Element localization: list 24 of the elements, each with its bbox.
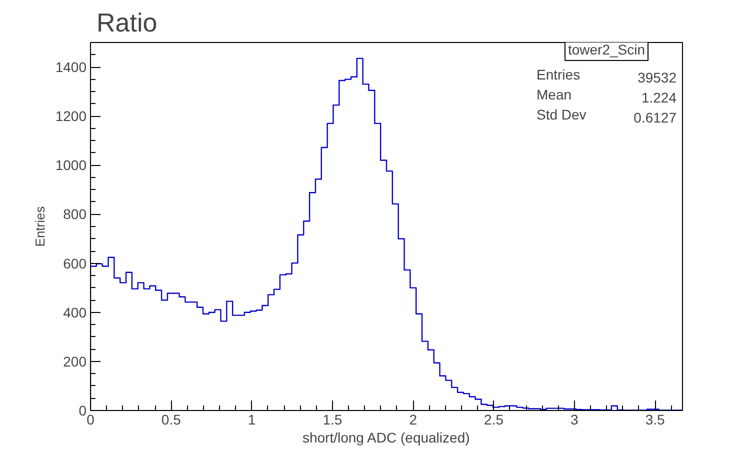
y-tick-label: 1000 [55, 157, 87, 174]
annotation: Entries [536, 66, 580, 82]
annotation: tower2_Scin [568, 42, 646, 58]
x-tick-label: 0.5 [161, 412, 182, 428]
x-tick-label: 1.5 [322, 412, 342, 428]
x-tick-label: 3.5 [645, 412, 666, 428]
annotation: 1.224 [641, 90, 677, 106]
annotation: 0.6127 [634, 110, 677, 126]
annotation: Mean [536, 86, 572, 102]
chart-title: Ratio [96, 8, 158, 38]
x-axis-title: short/long ADC (equalized) [302, 430, 470, 446]
y-tick-label: 800 [63, 206, 87, 222]
x-tick-label: 2 [409, 412, 418, 428]
y-tick-label: 1200 [55, 108, 87, 124]
y-axis-title: Entries [32, 206, 48, 247]
y-tick-label: 1400 [55, 59, 87, 76]
annotation: 39532 [638, 70, 677, 86]
y-tick-label: 400 [63, 304, 87, 320]
x-tick-label: 1 [248, 412, 256, 428]
annotation: Std Dev [536, 106, 586, 122]
y-tick-label: 200 [63, 353, 87, 370]
y-tick-label: 600 [63, 255, 87, 272]
x-tick-label: 3 [570, 412, 579, 428]
x-tick-label: 2.5 [484, 412, 504, 428]
